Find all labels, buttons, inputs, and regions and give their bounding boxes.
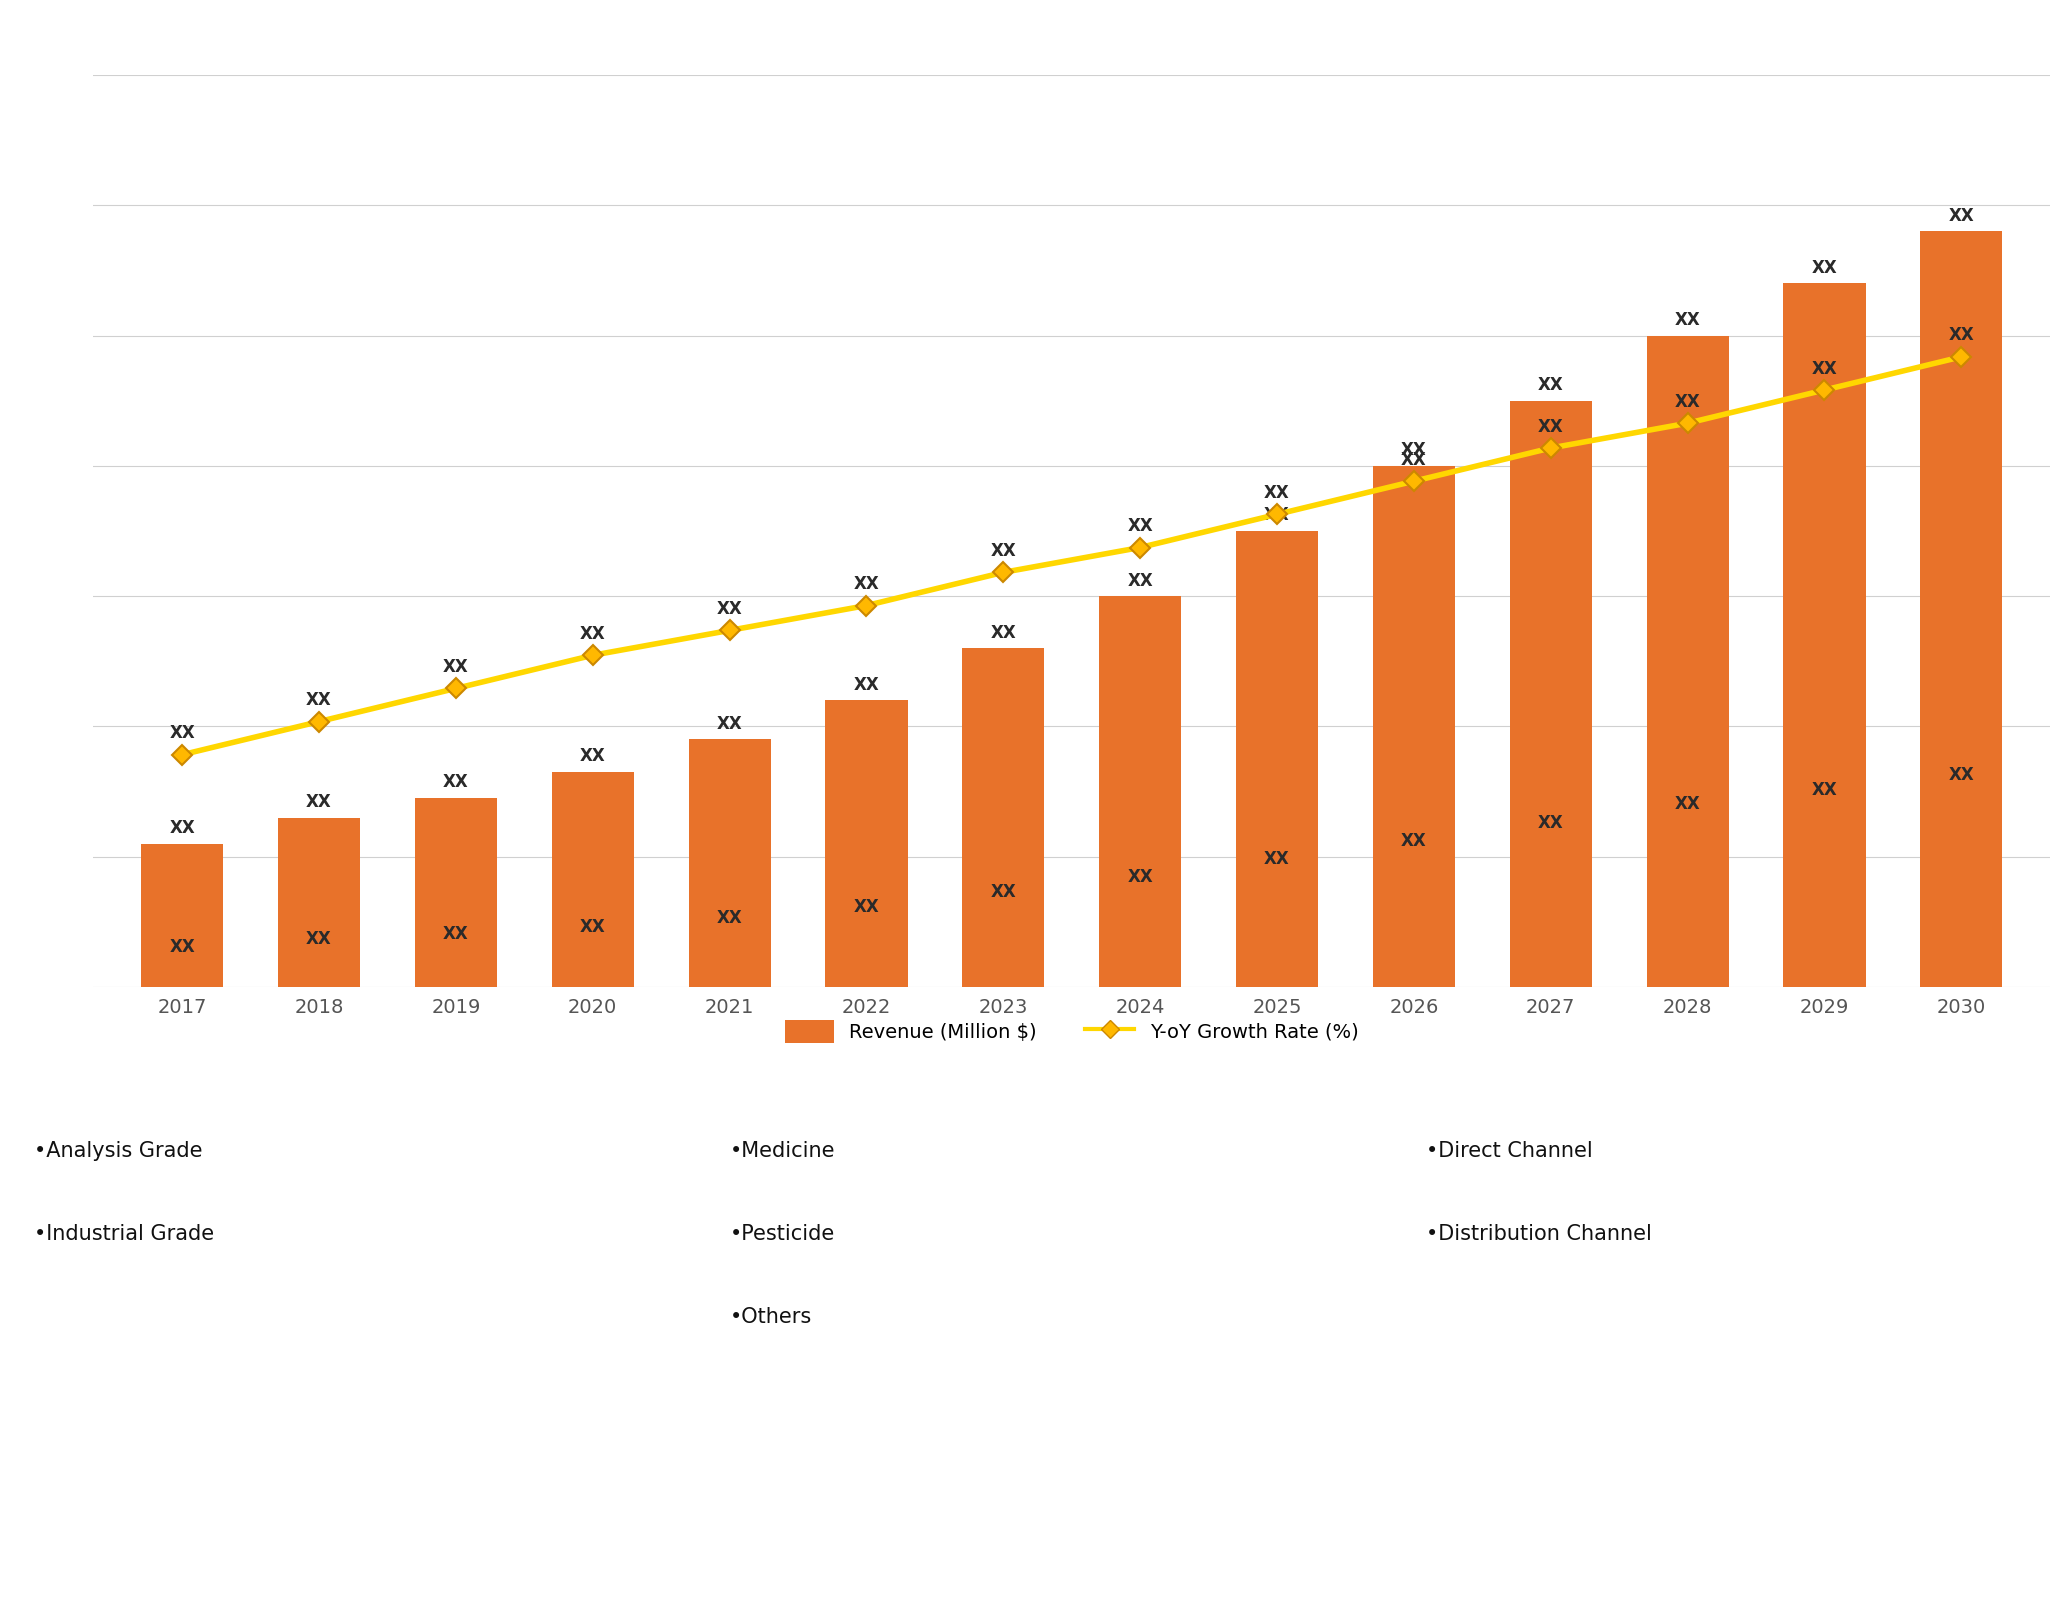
Text: •Industrial Grade: •Industrial Grade — [33, 1224, 213, 1243]
Bar — [1920, 232, 2003, 987]
Text: XX: XX — [307, 793, 331, 810]
Text: XX: XX — [443, 773, 468, 791]
Text: •Direct Channel: •Direct Channel — [1425, 1141, 1593, 1161]
Text: XX: XX — [853, 575, 880, 593]
Text: XX: XX — [717, 600, 743, 618]
Text: •Analysis Grade: •Analysis Grade — [33, 1141, 203, 1161]
Text: XX: XX — [990, 883, 1017, 901]
Text: XX: XX — [1949, 326, 1974, 344]
Text: XX: XX — [170, 819, 195, 836]
Bar — [278, 817, 360, 987]
Text: XX: XX — [1812, 259, 1837, 277]
Text: XX: XX — [1949, 207, 1974, 225]
Text: XX: XX — [1263, 506, 1290, 525]
Text: XX: XX — [1127, 572, 1154, 590]
Text: XX: XX — [1675, 796, 1700, 814]
Text: XX: XX — [990, 624, 1017, 642]
Text: XX: XX — [170, 937, 195, 956]
Bar — [1100, 597, 1180, 987]
Bar — [1783, 284, 1866, 987]
Text: XX: XX — [580, 624, 605, 644]
Bar — [1373, 465, 1456, 987]
Bar — [1510, 400, 1593, 987]
Text: Email: sales@theindustrystats.com: Email: sales@theindustrystats.com — [857, 1579, 1214, 1598]
Text: XX: XX — [1539, 376, 1564, 394]
Text: XX: XX — [717, 908, 743, 927]
Text: XX: XX — [853, 898, 880, 916]
Text: XX: XX — [307, 691, 331, 708]
Text: XX: XX — [443, 658, 468, 676]
Text: XX: XX — [717, 715, 743, 733]
Text: Product Types: Product Types — [251, 1076, 429, 1096]
Bar — [414, 798, 497, 987]
Legend: Revenue (Million $), Y-oY Growth Rate (%): Revenue (Million $), Y-oY Growth Rate (%… — [777, 1012, 1367, 1050]
Text: XX: XX — [1400, 451, 1427, 468]
Text: XX: XX — [1400, 832, 1427, 849]
Bar — [826, 700, 907, 987]
Text: XX: XX — [443, 926, 468, 943]
Text: XX: XX — [1263, 849, 1290, 869]
Text: XX: XX — [1127, 869, 1154, 887]
Text: XX: XX — [170, 725, 195, 742]
Text: XX: XX — [307, 930, 331, 948]
Text: Fig. Global Tetrapropylammonium Bromide Market Status and Outlook: Fig. Global Tetrapropylammonium Bromide … — [31, 18, 1135, 47]
Bar — [551, 772, 634, 987]
Text: XX: XX — [990, 541, 1017, 559]
Bar — [688, 739, 770, 987]
Bar — [1236, 532, 1317, 987]
Text: XX: XX — [580, 917, 605, 935]
Text: Source: Theindustrystats Analysis: Source: Theindustrystats Analysis — [97, 1579, 441, 1598]
Bar — [1646, 336, 1729, 987]
Text: •Pesticide: •Pesticide — [729, 1224, 835, 1243]
Text: •Others: •Others — [729, 1307, 812, 1328]
Text: XX: XX — [1812, 360, 1837, 378]
Text: Sales Channels: Sales Channels — [1636, 1076, 1827, 1096]
Text: XX: XX — [1127, 517, 1154, 535]
Text: Application: Application — [965, 1076, 1106, 1096]
Text: •Distribution Channel: •Distribution Channel — [1425, 1224, 1651, 1243]
Text: •Medicine: •Medicine — [729, 1141, 835, 1161]
Text: XX: XX — [853, 676, 880, 694]
Text: XX: XX — [1812, 781, 1837, 799]
Text: XX: XX — [1675, 392, 1700, 410]
Text: XX: XX — [580, 747, 605, 765]
Text: XX: XX — [1263, 485, 1290, 503]
Text: XX: XX — [1675, 311, 1700, 329]
Bar — [141, 843, 224, 987]
Text: XX: XX — [1949, 767, 1974, 785]
Text: Website: www.theindustrystats.com: Website: www.theindustrystats.com — [1555, 1579, 1924, 1598]
Text: XX: XX — [1539, 418, 1564, 436]
Bar — [963, 648, 1044, 987]
Text: XX: XX — [1539, 814, 1564, 832]
Text: XX: XX — [1400, 441, 1427, 459]
